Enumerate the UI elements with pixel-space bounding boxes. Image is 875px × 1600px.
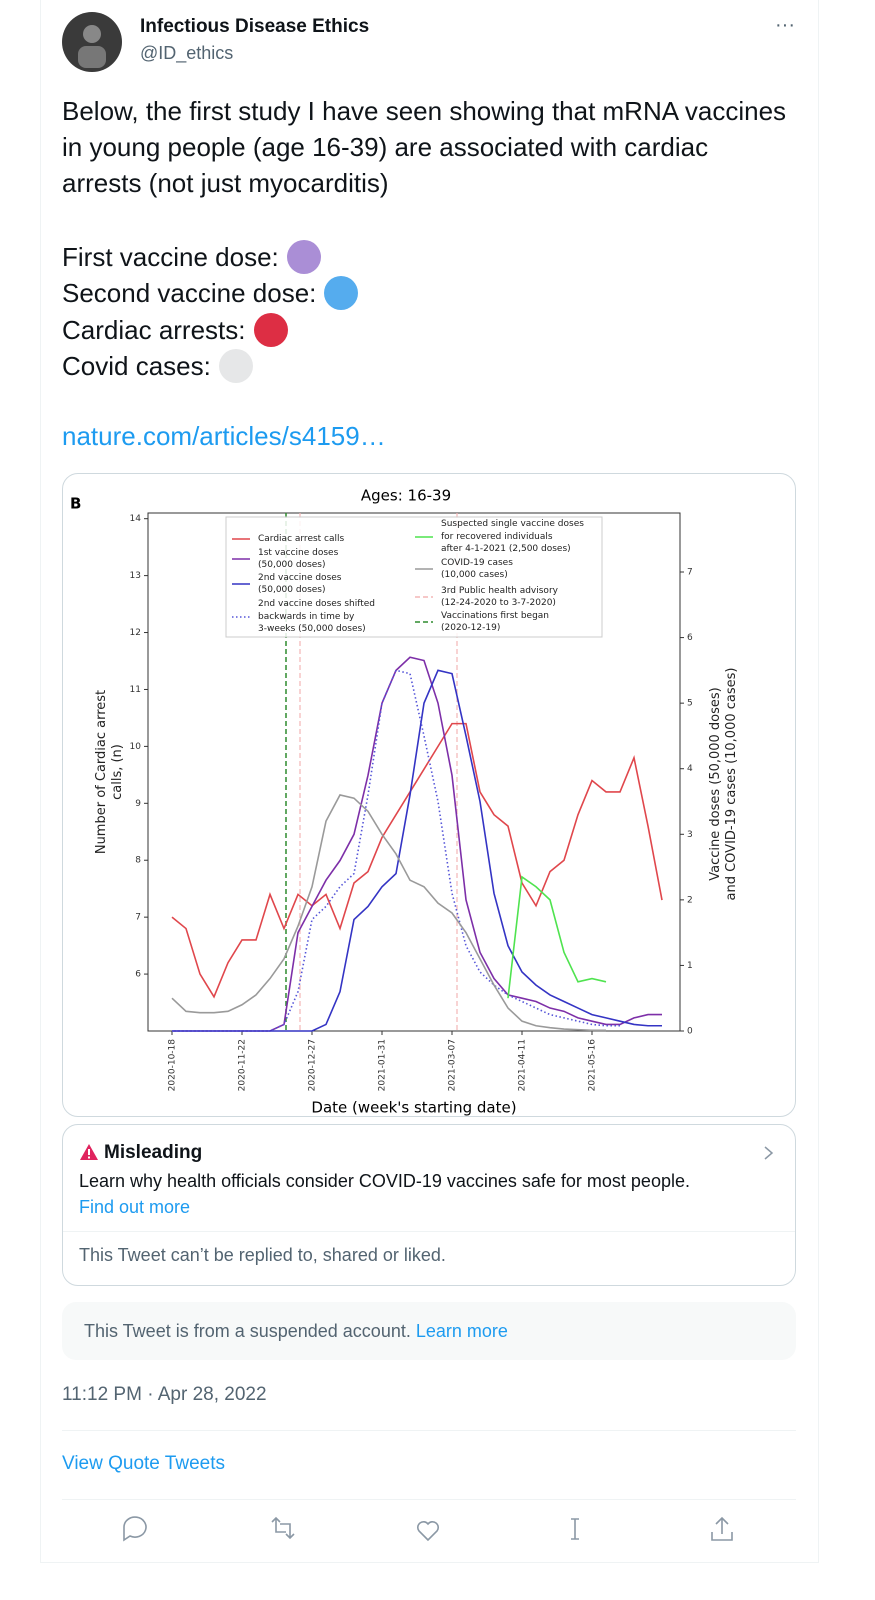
x-tick-label: 2020-10-18 (168, 1039, 178, 1092)
legend-line-label: First vaccine dose: (62, 242, 279, 272)
legend-line-label: Second vaccine dose: (62, 278, 317, 309)
tweet-column (40, 0, 819, 1563)
notice-text: Learn why health officials consider COVI… (79, 1171, 690, 1191)
y2-tick-label: 1 (687, 961, 693, 971)
y2-tick-label: 4 (687, 764, 693, 774)
chart-card[interactable]: B Ages: 16-39 Date (week's starting date… (62, 473, 796, 1117)
restriction-text: This Tweet can’t be replied to, shared o… (79, 1245, 446, 1265)
x-axis-label: Date (week's starting date) (311, 1099, 516, 1117)
legend-box (225, 516, 603, 638)
notice-title: Misleading (104, 1142, 203, 1163)
legend-label: Suspected single vaccine doses for recov… (441, 519, 584, 555)
suspended-message: This Tweet is from a suspended account. (84, 1321, 411, 1341)
timestamp[interactable]: 11:12 PM · Apr 28, 2022 (62, 1384, 267, 1405)
y-tick-label: 11 (130, 685, 141, 695)
retweet-icon[interactable] (271, 1516, 295, 1540)
y2-tick-label: 0 (687, 1027, 693, 1037)
plot-frame (147, 512, 681, 1032)
chevron (764, 1146, 774, 1160)
color-dot (218, 348, 253, 383)
y2-tick-label: 5 (687, 699, 693, 709)
x-tick-label: 2021-01-31 (378, 1039, 388, 1091)
suspended-link[interactable]: Learn more (415, 1321, 508, 1341)
y-tick-label: 6 (135, 970, 141, 980)
chart-title: Ages: 16-39 (361, 487, 451, 505)
y-tick-label: 8 (135, 856, 141, 866)
more-button[interactable]: ··· (775, 14, 795, 36)
quote-tweets-link[interactable]: View Quote Tweets (62, 1453, 226, 1474)
legend-line: Cardiac arrests: (62, 312, 288, 348)
color-dot (324, 276, 359, 311)
action-bar (123, 1516, 733, 1542)
series-line (172, 669, 620, 1032)
legend-label: 3rd Public health advisory (12-24-2020 t… (441, 585, 558, 609)
divider (62, 1430, 796, 1431)
panel-label: B (70, 495, 81, 513)
notice-link[interactable]: Find out more (79, 1197, 191, 1217)
legend-line: First vaccine dose: (62, 239, 321, 275)
x-tick-label: 2021-04-11 (518, 1039, 528, 1091)
y-tick-label: 9 (135, 799, 141, 809)
series-line (171, 722, 663, 999)
x-tick-label: 2020-11-22 (238, 1039, 248, 1091)
divider (62, 1499, 796, 1500)
color-dot (286, 240, 321, 274)
warning-icon (80, 1144, 98, 1160)
series-line (507, 875, 607, 999)
legend-line-label: Cardiac arrests: (62, 314, 246, 345)
article-link[interactable]: nature.com/articles/s4159… (62, 421, 386, 451)
y-tick-label: 7 (135, 913, 141, 923)
series-line (172, 669, 662, 1032)
legend-line-label: Covid cases: (62, 350, 211, 381)
x-tick-label: 2020-12-27 (308, 1039, 318, 1091)
author-name[interactable]: Infectious Disease Ethics (140, 16, 370, 37)
reply-icon[interactable] (123, 1516, 147, 1542)
chart: B Ages: 16-39 Date (week's starting date… (70, 487, 693, 1117)
y2-tick-label: 7 (687, 568, 693, 578)
author-handle[interactable]: @ID_ethics (140, 43, 234, 63)
y-axis-label: Number of Cardiac arrest calls, (n) (94, 689, 125, 855)
y2-tick-label: 3 (687, 830, 693, 840)
divider (63, 1231, 795, 1232)
like-icon[interactable] (417, 1521, 439, 1542)
misleading-notice[interactable] (62, 1124, 796, 1286)
share-icon[interactable] (711, 1516, 733, 1541)
x-tick-label: 2021-03-07 (448, 1039, 458, 1091)
legend-label: 2nd vaccine doses (50,000 doses) (258, 572, 342, 596)
suspended-text: This Tweet is from a suspended account. … (84, 1321, 508, 1342)
tweet-text: Below, the first study I have seen showi… (62, 96, 787, 198)
y2-tick-label: 6 (687, 633, 693, 643)
legend-label: Cardiac arrest calls (258, 533, 345, 544)
bookmark-icon[interactable] (571, 1518, 579, 1540)
x-tick-label: 2021-05-16 (588, 1039, 598, 1092)
y-tick-label: 12 (130, 628, 141, 638)
avatar[interactable] (62, 12, 122, 72)
legend-label: Vaccinations first began (2020-12-19) (441, 610, 550, 634)
legend-label: 1st vaccine doses (50,000 doses) (258, 547, 339, 571)
y2-axis-label: Vaccine doses (50,000 doses) and COVID-1… (708, 667, 739, 901)
y2-tick-label: 2 (687, 895, 693, 905)
color-dot (253, 312, 288, 347)
y-tick-label: 13 (130, 571, 141, 581)
legend-line: Second vaccine dose: (62, 275, 359, 311)
series-line (172, 656, 662, 1032)
legend-label: 2nd vaccine doses shifted backwards in t… (258, 599, 376, 635)
y-tick-label: 14 (130, 514, 142, 524)
suspended-banner (62, 1302, 796, 1360)
legend-label: COVID-19 cases (10,000 cases) (441, 557, 513, 581)
series-line (171, 794, 606, 1032)
legend-line: Covid cases: (62, 348, 253, 384)
y-tick-label: 10 (130, 742, 142, 752)
